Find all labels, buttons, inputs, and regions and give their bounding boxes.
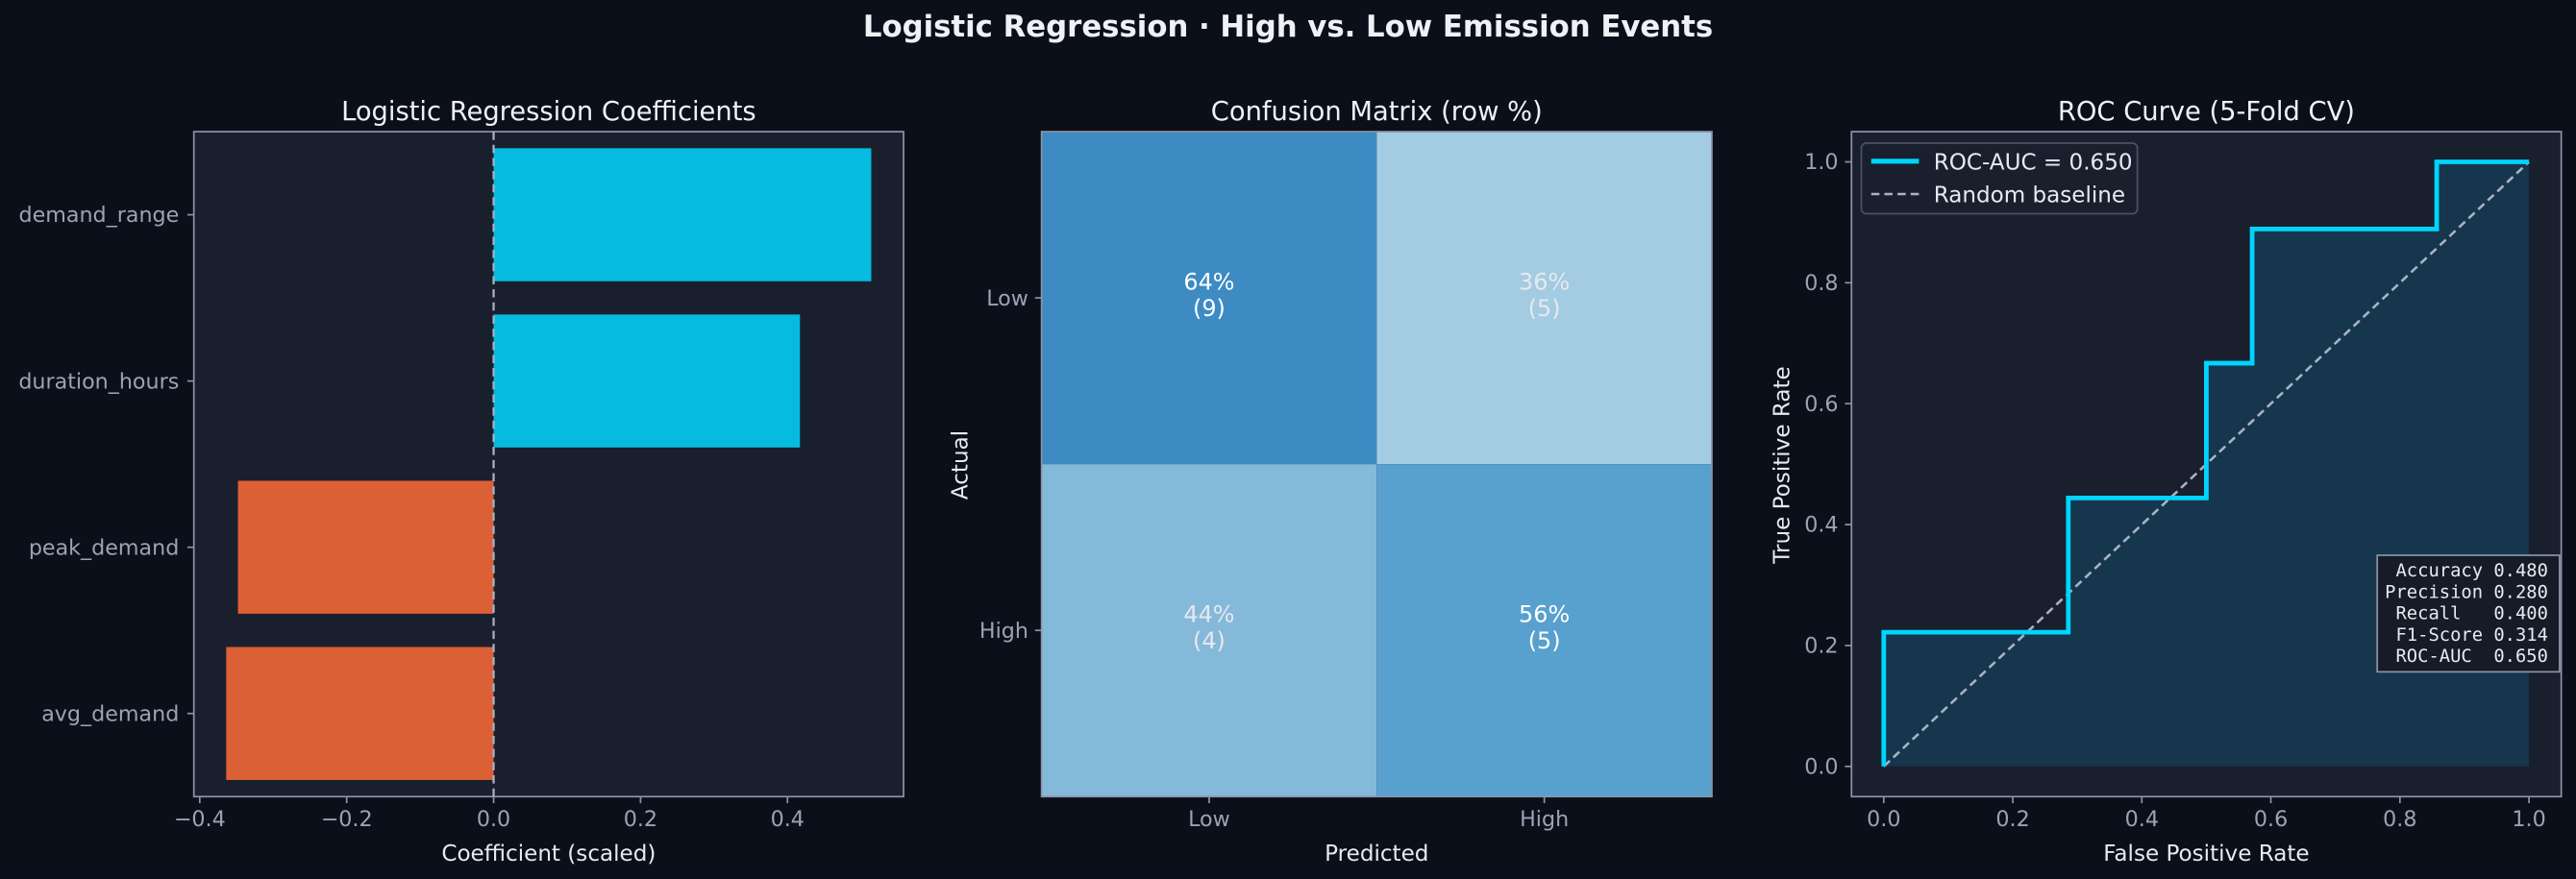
coefficient-bar-duration_hours (493, 314, 801, 448)
confusion-cell-Low-Low (1041, 132, 1377, 465)
metric-recall: Recall 0.400 (2385, 604, 2548, 624)
xtick-label: 0.2 (624, 807, 657, 832)
xtick-label-High: High (1520, 807, 1569, 832)
legend-box (1860, 142, 2139, 215)
coefficient-bar-avg_demand (226, 647, 494, 780)
xtick-label: 0.2 (1995, 807, 2029, 832)
roc-curve-line (1881, 159, 2530, 767)
xtick-label: 1.0 (2512, 807, 2545, 832)
ytick-label: 0.0 (1804, 754, 1838, 779)
coefficient-bar-demand_range (493, 148, 872, 281)
confusion-cell-Low-High (1376, 132, 1712, 465)
metric-roc-auc: ROC-AUC 0.650 (2385, 647, 2548, 667)
suptitle: Logistic Regression · High vs. Low Emiss… (863, 10, 1713, 44)
metrics-box: Accuracy 0.480 Precision 0.280 Recall 0.… (2376, 554, 2561, 673)
confusion-title: Confusion Matrix (row %) (1211, 97, 1543, 127)
xtick-label: −0.2 (321, 807, 373, 832)
metric-accuracy: Accuracy 0.480 (2385, 561, 2548, 581)
ytick-label-demand_range: demand_range (18, 203, 179, 228)
xtick-label: 0.6 (2254, 807, 2288, 832)
ytick-label: 0.6 (1804, 392, 1838, 417)
confusion-matrix-panel: Confusion Matrix (row %) Predicted Actua… (949, 97, 1713, 867)
confusion-cell-High-Low (1041, 464, 1377, 797)
confusion-cell-High-High (1376, 464, 1712, 797)
ytick-label-Low: Low (986, 286, 1028, 311)
legend-roc-label: ROC-AUC = 0.650 (1934, 150, 2133, 175)
xtick-label: 0.4 (771, 807, 805, 832)
ytick-label-avg_demand: avg_demand (41, 701, 179, 726)
cell-count: (5) (1528, 627, 1561, 654)
ytick-label: 0.2 (1804, 634, 1838, 659)
cell-percent: 36% (1519, 269, 1570, 296)
roc-legend: ROC-AUC = 0.650 Random baseline (1860, 142, 2139, 215)
ytick-label-peak_demand: peak_demand (29, 535, 179, 560)
ytick-label: 1.0 (1804, 150, 1838, 175)
metric-precision: Precision 0.280 (2385, 582, 2548, 602)
metrics-box-frame (2376, 554, 2561, 673)
ytick-label: 0.4 (1804, 513, 1838, 538)
xtick-label: 0.0 (1867, 807, 1900, 832)
xtick-label-Low: Low (1188, 807, 1230, 832)
ytick-label-duration_hours: duration_hours (18, 369, 179, 394)
cell-count: (9) (1193, 295, 1226, 322)
cell-count: (4) (1193, 627, 1226, 654)
cell-percent: 56% (1519, 601, 1570, 628)
random-baseline-line (1882, 160, 2530, 768)
roc-xlabel: False Positive Rate (2103, 842, 2309, 867)
roc-ylabel: True Positive Rate (1770, 366, 1795, 564)
coefficients-xlabel: Coefficient (scaled) (441, 842, 656, 867)
coefficients-title: Logistic Regression Coefficients (341, 97, 756, 127)
cell-count: (5) (1528, 295, 1561, 322)
confusion-ylabel: Actual (949, 430, 974, 500)
coefficient-bar-peak_demand (237, 480, 494, 614)
ytick-label-High: High (979, 619, 1028, 644)
xtick-label: 0.4 (2125, 807, 2159, 832)
cell-percent: 44% (1183, 601, 1234, 628)
confusion-axes-frame (1040, 131, 1713, 798)
roc-title: ROC Curve (5-Fold CV) (2058, 97, 2355, 127)
cell-percent: 64% (1183, 269, 1234, 296)
ytick-label: 0.8 (1804, 271, 1838, 296)
metric-f1: F1-Score 0.314 (2385, 625, 2548, 646)
roc-panel: ROC Curve (5-Fold CV) False Positive Rat… (1770, 97, 2563, 867)
confusion-xlabel: Predicted (1325, 842, 1428, 867)
legend-baseline-label: Random baseline (1934, 183, 2125, 208)
xtick-label: 0.8 (2383, 807, 2416, 832)
coefficients-panel: Logistic Regression Coefficients Coeffic… (18, 97, 904, 867)
xtick-label: 0.0 (477, 807, 510, 832)
xtick-label: −0.4 (174, 807, 226, 832)
